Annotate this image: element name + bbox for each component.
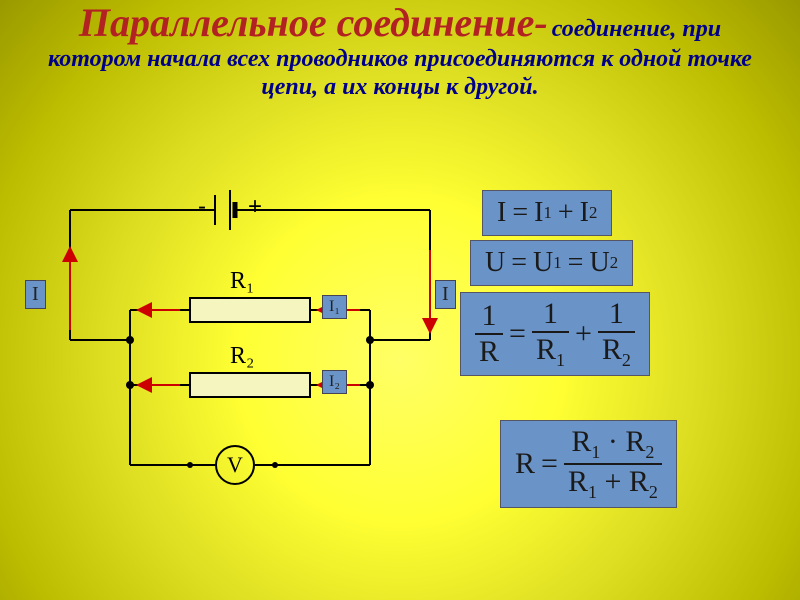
num: 1 [605, 299, 628, 329]
sub-1: 1 [591, 442, 600, 462]
sym-R: R [602, 333, 622, 366]
sym-eq: = [512, 197, 528, 229]
num: R1 · R2 [567, 427, 658, 461]
sub-2: 2 [589, 203, 597, 223]
battery-plus: + [248, 193, 262, 221]
sym-eq: = [511, 247, 527, 279]
den: R2 [598, 335, 635, 369]
sub-1: 1 [556, 350, 565, 370]
sub-1: 1 [553, 253, 561, 273]
sym-R: R [536, 333, 556, 366]
sym-I: I [497, 197, 506, 229]
sub-2: 2 [610, 253, 618, 273]
sym-plus: + [558, 197, 574, 229]
sub-1: 1 [588, 482, 597, 502]
sym-U: U [485, 247, 505, 279]
sym-R: R [515, 447, 535, 481]
sub-2: 2 [645, 442, 654, 462]
sym-R: R [629, 465, 649, 498]
frac-R1R2: R1 · R2 R1 + R2 [564, 427, 662, 501]
num: 1 [478, 301, 501, 331]
label-I-right: I [435, 280, 456, 309]
formula-resistance-reciprocal: 1 R = 1 R1 + 1 R2 [460, 292, 650, 376]
sub-1: 1 [543, 203, 551, 223]
formula-voltage: U = U1 = U2 [470, 240, 633, 286]
sym-eq: = [568, 247, 584, 279]
sub-2: 2 [622, 350, 631, 370]
sym-eq: = [509, 317, 526, 351]
den: R1 [532, 335, 569, 369]
circuit-diagram: - + R₁ R₂ I I I₁ I₂ V [30, 190, 460, 520]
den: R [475, 337, 503, 367]
sym-U2: U [589, 247, 609, 279]
formula-current: I = I1 + I2 [482, 190, 612, 236]
label-R1: R₁ [230, 268, 254, 295]
label-I-left: I [25, 280, 46, 309]
sub-2: 2 [649, 482, 658, 502]
sym-R: R [571, 425, 591, 458]
title-block: Параллельное соединение- соединение, при… [0, 0, 800, 101]
sym-plus: + [575, 317, 592, 351]
sym-U1: U [533, 247, 553, 279]
voltmeter-label: V [227, 452, 243, 478]
sym-I2: I [580, 197, 589, 229]
sym-eq: = [541, 447, 558, 481]
frac-1R1: 1 R1 [532, 299, 569, 369]
num: 1 [539, 299, 562, 329]
label-I1: I₁ [322, 295, 347, 319]
title-main: Параллельное соединение- [79, 0, 548, 45]
sym-R: R [568, 465, 588, 498]
formula-resistance: R = R1 · R2 R1 + R2 [500, 420, 677, 508]
sym-dot: · [608, 425, 618, 458]
sym-I1: I [534, 197, 543, 229]
label-I2: I₂ [322, 370, 347, 394]
voltmeter-circle: V [215, 445, 255, 485]
frac-1R: 1 R [475, 301, 503, 367]
den: R1 + R2 [564, 467, 662, 501]
label-R2: R₂ [230, 343, 254, 370]
frac-1R2: 1 R2 [598, 299, 635, 369]
slide-content: Параллельное соединение- соединение, при… [0, 0, 800, 600]
sym-R: R [625, 425, 645, 458]
battery-minus: - [198, 193, 206, 221]
